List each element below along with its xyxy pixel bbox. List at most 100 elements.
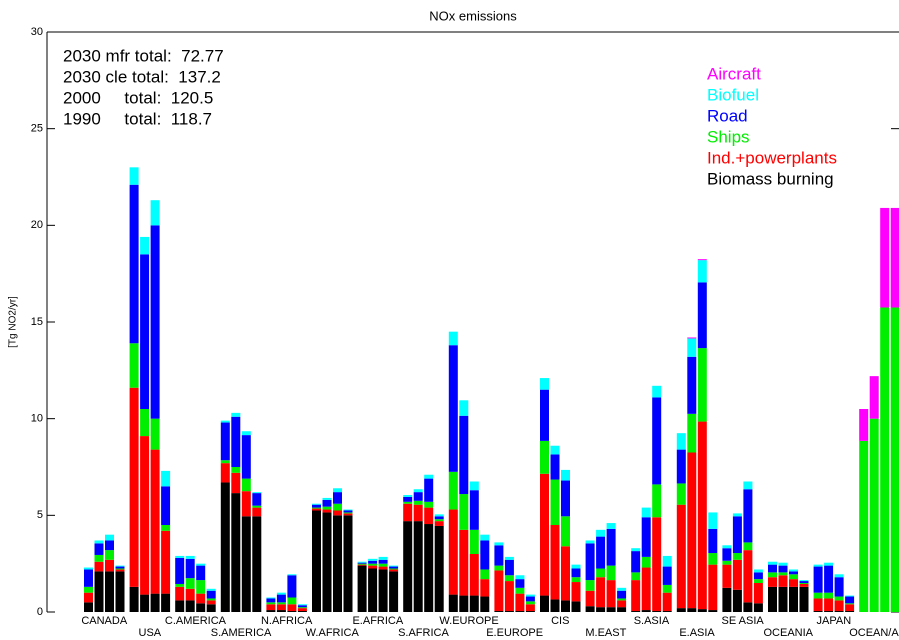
bar-segment [834,596,844,601]
bar-segment [652,517,662,612]
bar-segment [252,492,262,494]
bar-segment [459,529,469,596]
bar-segment [266,602,276,605]
bar-segment [824,598,834,612]
bar-segment [312,510,321,612]
bar-segment [448,509,458,595]
bar-segment [150,200,160,226]
bar-segment [175,583,185,587]
bar-segment [799,583,809,587]
bar-segment [115,568,125,570]
bar-segment [150,449,160,594]
x-tick-label: JAPAN [817,615,852,627]
bar-segment [129,586,139,612]
bar-segment [413,521,423,612]
bar-segment [343,509,353,511]
bar-segment [266,597,276,599]
bar-segment [459,494,469,530]
bar-segment [140,254,150,409]
bar-segment [220,482,230,612]
bar-segment [129,184,139,344]
legend-entry: Aircraft [707,64,761,83]
x-tick-label: CIS [551,615,569,627]
bar-segment [722,548,732,561]
bar-segment [196,565,206,581]
bar-segment [789,569,798,572]
bar-segment [778,572,788,576]
bar-segment [494,545,504,566]
bar-segment [378,563,388,567]
bar-segment [206,604,216,612]
bar-segment [561,600,570,612]
bar-segment [434,516,444,520]
bar-segment [606,607,616,612]
bar-segment [845,596,855,604]
bar-segment [753,579,763,583]
bar-segment [297,611,307,612]
bar-segment [312,504,321,508]
bar-segment [676,504,686,609]
x-tick-label: CANADA [81,615,128,627]
bar-segment [515,579,525,588]
bar-segment [434,525,444,612]
bar-segment [84,586,93,593]
bar-segment [687,356,697,414]
bar-segment [322,497,332,500]
bar-segment [252,493,262,506]
bar-segment [813,598,823,612]
bar-segment [389,568,399,570]
bar-segment [631,548,641,552]
bar-segment [140,436,150,595]
bar-segment [434,521,444,526]
bar-segment [799,586,809,612]
bar-segment [175,586,185,601]
bar-segment [297,604,307,606]
bar-segment [231,416,241,467]
bar-segment [880,307,890,612]
x-tick-label: C.AMERICA [165,615,227,627]
bar-segment [641,610,651,612]
x-tick-label: M.EAST [585,627,626,639]
bar-segment [480,540,490,570]
bar-segment [322,499,332,507]
bar-segment [185,555,195,559]
bar-segment [413,489,423,493]
bar-segment [687,337,697,339]
bar-segment [343,513,353,516]
bar-segment [266,598,276,603]
bar-segment [448,471,458,510]
bar-segment [378,569,388,612]
bar-segment [550,525,560,600]
bar-segment [115,565,125,567]
bar-segment [378,556,388,560]
bar-segment [617,607,627,612]
bar-segment [571,601,581,612]
bar-segment [129,387,139,587]
bar-segment [676,433,686,450]
bar-segment [662,611,672,612]
bar-segment [84,567,93,570]
bar-segment [105,550,114,560]
bar-segment [241,491,251,517]
bar-segment [413,492,423,501]
bar-segment [813,564,823,567]
bar-segment [84,602,93,612]
legend-entry: Biofuel [707,85,759,104]
bar-segment [312,507,321,509]
bar-segment [768,572,777,578]
bar-segment [266,604,276,611]
bar-segment [94,554,104,562]
bar-segment [708,512,718,529]
bar-segment [652,397,662,485]
bar-segment [617,590,627,599]
bar-segment [697,282,707,349]
x-tick-label: USA [139,627,162,639]
bar-segment [312,503,321,505]
bar-segment [403,496,413,502]
bar-segment [869,418,879,612]
bar-segment [368,558,378,561]
bar-segment [525,604,535,612]
x-tick-label: E.AFRICA [352,615,403,627]
bar-segment [368,568,378,612]
